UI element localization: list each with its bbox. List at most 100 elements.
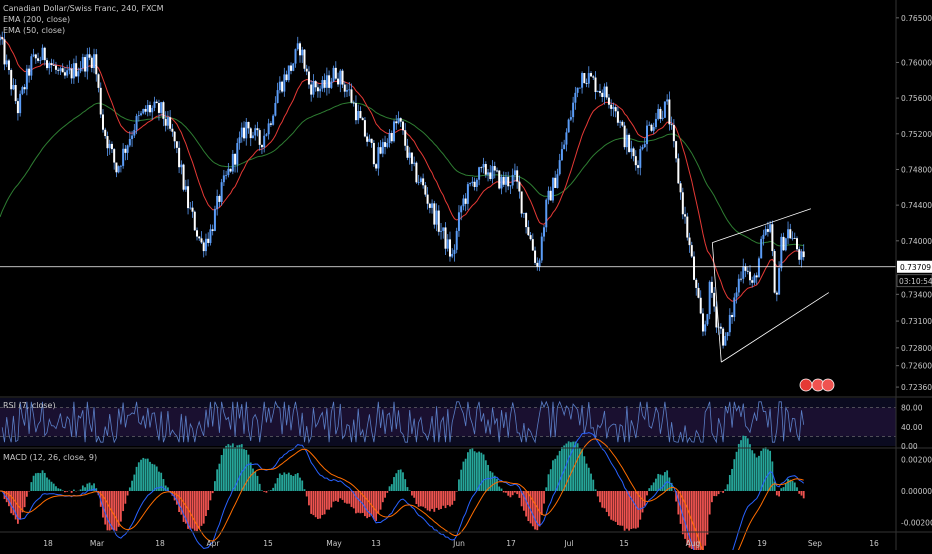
candle-body: [662, 118, 664, 119]
x-tick-label: Sep: [808, 539, 822, 548]
candle-body: [308, 72, 310, 85]
candle-body: [292, 64, 294, 71]
candle-body: [142, 109, 144, 113]
macd-histogram-bar: [646, 491, 648, 495]
macd-histogram-bar: [510, 491, 512, 497]
macd-histogram-bar: [624, 491, 626, 531]
macd-histogram-bar: [337, 491, 339, 502]
candle-body: [404, 130, 406, 146]
candle-body: [160, 102, 162, 113]
candle-body: [75, 63, 77, 76]
macd-histogram-bar: [310, 491, 312, 514]
candle-body: [445, 227, 447, 248]
macd-histogram-bar: [19, 491, 21, 519]
macd-histogram-bar: [10, 491, 12, 513]
candle-body: [362, 118, 364, 120]
macd-histogram-bar: [133, 475, 135, 491]
macd-histogram-bar: [301, 481, 303, 491]
candle-body: [270, 123, 272, 124]
macd-histogram-bar: [384, 491, 386, 498]
candle-body: [395, 121, 397, 123]
candle-body: [695, 280, 697, 288]
macd-histogram-bar: [422, 491, 424, 507]
candle-body: [563, 145, 565, 150]
macd-histogram-bar: [221, 455, 223, 491]
macd-histogram-bar: [254, 472, 256, 491]
macd-histogram-bar: [156, 466, 158, 491]
candle-body: [794, 238, 796, 239]
candle-body: [286, 74, 288, 80]
macd-histogram-bar: [792, 481, 794, 491]
rsi-tick-label: 40.00: [901, 423, 923, 432]
candle-body: [771, 224, 773, 251]
candle-body: [545, 200, 547, 228]
candle-body: [668, 99, 670, 124]
candle-body: [158, 103, 160, 113]
x-tick-label: Apr: [207, 539, 221, 548]
candle-body: [659, 109, 661, 119]
candle-body: [610, 105, 612, 109]
candle-body: [592, 76, 594, 77]
candle-body: [312, 81, 314, 94]
macd-histogram-bar: [120, 491, 122, 522]
macd-histogram-bar: [608, 491, 610, 516]
macd-histogram-bar: [543, 491, 545, 504]
candle-body: [19, 94, 21, 113]
candle-body: [400, 118, 402, 121]
candle-body: [297, 43, 299, 49]
candle-body: [368, 139, 370, 142]
y-tick-label: 0.74400: [901, 201, 932, 210]
candle-body: [248, 122, 250, 128]
candle-body: [310, 85, 312, 95]
macd-histogram-bar: [48, 480, 50, 491]
candle-body: [724, 336, 726, 346]
macd-histogram-bar: [621, 491, 623, 526]
macd-histogram-bar: [66, 491, 68, 492]
candle-body: [109, 144, 111, 148]
candle-body: [200, 238, 202, 242]
channel-upper-line: [712, 209, 811, 243]
candle-body: [559, 160, 561, 174]
candle-body: [371, 139, 373, 143]
macd-histogram-bar: [613, 491, 615, 521]
macd-histogram-bar: [420, 491, 422, 506]
candle-body: [630, 148, 632, 152]
candle-body: [153, 102, 155, 108]
candle-body: [140, 113, 142, 115]
candle-body: [554, 178, 556, 188]
macd-histogram-bar: [404, 479, 406, 491]
candle-body: [532, 239, 534, 250]
candle-body: [71, 69, 73, 79]
candle-body: [28, 69, 30, 76]
candle-body: [413, 163, 415, 164]
candle-body: [440, 231, 442, 232]
candle-body: [230, 169, 232, 172]
candle-body: [460, 206, 462, 212]
macd-histogram-bar: [129, 487, 131, 491]
macd-histogram-bar: [597, 491, 599, 496]
macd-histogram-bar: [339, 491, 341, 498]
macd-histogram-bar: [357, 491, 359, 513]
candle-body: [516, 170, 518, 181]
macd-histogram-bar: [57, 488, 59, 491]
x-tick-label: 16: [869, 539, 879, 548]
macd-histogram-bar: [733, 459, 735, 491]
candle-body: [37, 58, 39, 61]
candle-body: [561, 149, 563, 160]
candle-body: [295, 49, 297, 63]
macd-histogram-bar: [145, 459, 147, 491]
macd-histogram-bar: [33, 476, 35, 491]
macd-histogram-bar: [407, 487, 409, 491]
candle-body: [753, 275, 755, 282]
macd-histogram-bar: [610, 491, 612, 520]
candle-body: [603, 87, 605, 97]
candle-body: [599, 91, 601, 93]
candle-body: [462, 199, 464, 207]
macd-histogram-bar: [442, 491, 444, 506]
candle-body: [565, 132, 567, 144]
candle-body: [624, 126, 626, 148]
candle-body: [637, 165, 639, 168]
macd-histogram-bar: [485, 460, 487, 491]
candle-body: [720, 327, 722, 329]
